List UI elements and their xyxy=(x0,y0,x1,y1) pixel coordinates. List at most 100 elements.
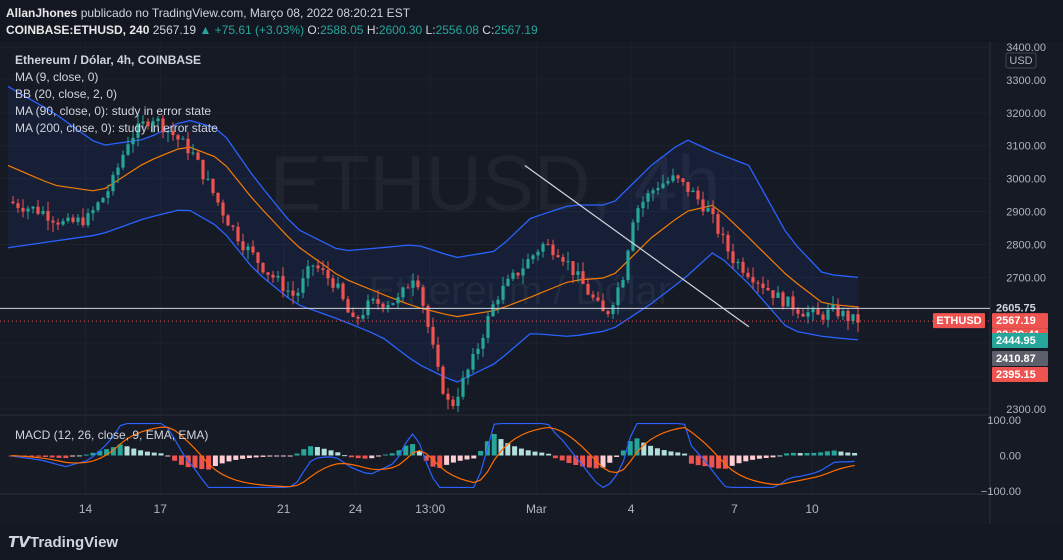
candle-body xyxy=(316,265,320,269)
candle-body xyxy=(381,303,385,308)
macd-histogram-bar xyxy=(546,453,552,456)
open-label: O: xyxy=(307,23,321,37)
candle-body xyxy=(446,393,450,400)
candle-body xyxy=(21,207,25,212)
candle-body xyxy=(486,316,490,338)
macd-histogram-bar xyxy=(763,455,769,458)
tv-logo-icon: 𝙏𝙑 xyxy=(8,534,30,551)
low-label: L: xyxy=(425,23,436,37)
macd-histogram-bar xyxy=(818,452,824,456)
legend-bb[interactable]: BB (20, close, 2, 0) xyxy=(15,87,118,101)
macd-histogram-bar xyxy=(403,445,409,456)
price-tick-label: 3400.00 xyxy=(1006,42,1046,54)
candle-body xyxy=(191,152,195,154)
macd-histogram-bar xyxy=(845,452,851,456)
macd-histogram-bar xyxy=(178,455,184,465)
candle-body xyxy=(651,190,655,194)
price-change: ▲ +75.61 (+3.03%) xyxy=(199,23,305,37)
macd-histogram-bar xyxy=(240,455,246,459)
macd-histogram-bar xyxy=(416,451,422,456)
candle-body xyxy=(536,251,540,256)
candle-body xyxy=(171,130,175,136)
candle-body xyxy=(556,255,560,258)
candle-body xyxy=(691,190,695,193)
macd-histogram-bar xyxy=(824,451,830,456)
level-label-2: 2410.87 xyxy=(996,353,1036,365)
macd-histogram-bar xyxy=(267,455,273,457)
ma-line xyxy=(7,146,859,318)
time-tick-label: Mar xyxy=(526,502,547,516)
candle-body xyxy=(616,287,620,306)
high-value: 2600.30 xyxy=(378,23,423,37)
macd-histogram-bar xyxy=(607,455,613,463)
candle-body xyxy=(226,215,230,226)
candle-body xyxy=(806,312,810,317)
level-label-2-bg xyxy=(992,351,1048,366)
candle-body xyxy=(516,272,520,276)
macd-histogram-bar xyxy=(600,455,606,468)
legend-ma9[interactable]: MA (9, close, 0) xyxy=(15,70,99,84)
candle-body xyxy=(441,366,445,394)
macd-histogram-bar xyxy=(389,453,395,456)
price-tick-label: 2300.00 xyxy=(1006,404,1046,416)
author-name[interactable]: AllanJhones xyxy=(6,6,78,20)
candle-body xyxy=(751,277,755,283)
open-value: 2588.05 xyxy=(320,23,364,37)
candle-body xyxy=(476,348,480,354)
candle-body xyxy=(821,314,825,320)
macd-histogram-bar xyxy=(505,443,511,456)
macd-histogram-bar xyxy=(566,455,572,464)
candle-body xyxy=(631,222,635,251)
low-value: 2556.08 xyxy=(435,23,479,37)
candle-body xyxy=(406,287,410,289)
macd-histogram-bar xyxy=(634,438,640,456)
macd-histogram-bar xyxy=(110,447,116,456)
time-axis: 14 17 21 24 13:00 Mar 4 7 10 xyxy=(79,502,819,516)
macd-histogram-bar xyxy=(614,455,620,457)
macd-histogram-bar xyxy=(756,455,762,459)
publish-text: publicado no TradingView.com, Março 08, … xyxy=(80,6,411,20)
last-price-label-bg xyxy=(992,313,1048,329)
candle-body xyxy=(321,268,325,271)
tradingview-logo[interactable]: 𝙏𝙑TradingView xyxy=(8,533,118,551)
macd-histogram-bar xyxy=(580,455,586,467)
symbol-name[interactable]: COINBASE:ETHUSD, 240 xyxy=(6,23,150,37)
high-label: H: xyxy=(366,23,379,37)
time-tick-label: 14 xyxy=(79,502,93,516)
macd-histogram-bar xyxy=(144,451,150,456)
candle-body xyxy=(846,310,850,322)
candle-body xyxy=(41,211,45,214)
candle-body xyxy=(286,290,290,292)
macd-histogram-bar xyxy=(518,448,524,456)
grid xyxy=(0,42,991,524)
candle-body xyxy=(596,297,600,301)
candle-body xyxy=(281,276,285,291)
candle-body xyxy=(831,304,835,310)
candle-body xyxy=(111,174,115,192)
macd-histogram-bar xyxy=(131,448,137,456)
candle-body xyxy=(51,220,55,223)
candle-body xyxy=(206,178,210,180)
legend-ma90[interactable]: MA (90, close, 0): study in error state xyxy=(15,104,212,118)
macd-histogram-bar xyxy=(335,452,341,456)
macd-histogram-bar xyxy=(770,455,776,458)
macd-histogram-bar xyxy=(552,455,558,459)
macd-histogram-bar xyxy=(280,455,286,457)
macd-histogram-bar xyxy=(532,451,538,456)
macd-histogram-bar xyxy=(362,455,368,459)
candle-body xyxy=(271,274,275,278)
macd-histogram-bar xyxy=(838,451,844,456)
macd-histogram-bar xyxy=(90,452,96,456)
candle-body xyxy=(296,292,300,296)
macd-histogram-bar xyxy=(124,446,130,456)
candle-body xyxy=(836,304,840,317)
candle-body xyxy=(126,144,130,155)
legend-ma200[interactable]: MA (200, close, 0): study in error state xyxy=(15,121,218,135)
legend-title[interactable]: Ethereum / Dólar, 4h, COINBASE xyxy=(15,53,202,67)
macd-histogram-bar xyxy=(688,455,694,464)
legend-macd[interactable]: MACD (12, 26, close, 9, EMA, EMA) xyxy=(15,428,209,442)
macd-histogram-bar xyxy=(464,455,470,460)
candle-body xyxy=(671,175,675,182)
price-chart[interactable]: ETHUSD, 4h Ethereum / Dólar 3400.00 3300.… xyxy=(0,42,1063,524)
candle-body xyxy=(256,252,260,263)
